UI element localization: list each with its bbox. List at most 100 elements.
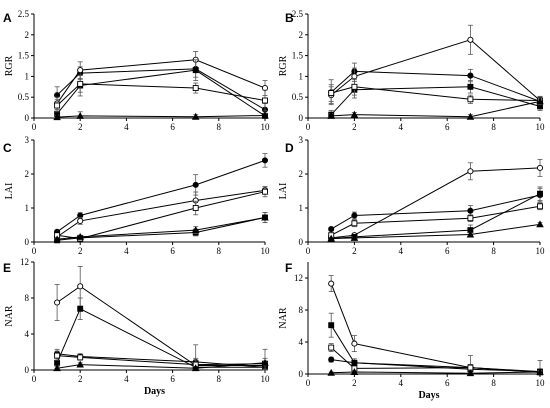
y-tick-label: 0.5 (292, 92, 304, 102)
series-line (331, 371, 541, 374)
x-tick-label: 10 (261, 122, 271, 132)
y-tick-label: 1 (25, 203, 30, 213)
data-point-filled-triangle (53, 364, 61, 372)
x-tick-label: 2 (352, 122, 357, 132)
series-line (330, 205, 541, 236)
data-point-filled-triangle (536, 97, 544, 105)
x-tick-label: 2 (78, 374, 83, 384)
x-tick-label: 10 (261, 246, 271, 256)
x-tick-label: 8 (217, 374, 222, 384)
panel-letter: F (285, 261, 292, 275)
y-tick-label: 12 (294, 273, 303, 283)
data-point-open-circle (77, 217, 84, 224)
series-open-circle (328, 24, 544, 106)
y-tick-label: 12 (20, 257, 29, 267)
y-tick-label: 0 (299, 369, 304, 379)
y-tick-label: 3 (299, 135, 304, 145)
y-axis-label: LAI (278, 183, 289, 200)
data-point-filled-triangle (466, 230, 475, 238)
series-line (56, 68, 266, 111)
data-point-open-circle (54, 299, 61, 306)
y-tick-label: 4 (299, 337, 304, 347)
y-tick-label: 1 (299, 203, 304, 213)
data-point-filled-square (351, 359, 358, 366)
x-tick-label: 6 (445, 378, 450, 388)
series-line (57, 115, 266, 118)
x-tick-label: 4 (399, 122, 404, 132)
data-point-open-circle (77, 283, 84, 290)
series-line (330, 39, 541, 101)
data-point-open-square (467, 215, 474, 222)
series-line (56, 159, 266, 233)
x-tick-label: 4 (124, 246, 129, 256)
panel-letter: B (285, 11, 294, 25)
series-line (56, 189, 266, 238)
data-point-filled-circle (351, 212, 358, 219)
data-point-filled-triangle (76, 232, 84, 240)
series-filled-circle (54, 153, 269, 235)
y-tick-label: 0 (299, 237, 304, 247)
y-tick-label: 1.5 (18, 51, 30, 61)
series-line (330, 86, 541, 116)
data-point-open-square (192, 85, 199, 91)
y-tick-label: 0.5 (18, 92, 30, 102)
data-point-filled-square (537, 190, 543, 197)
y-tick-label: 8 (299, 305, 304, 315)
data-point-filled-triangle (350, 368, 359, 375)
series-open-square (328, 78, 543, 106)
series-filled-square (54, 59, 268, 119)
series-line (330, 283, 541, 373)
series-line (330, 347, 541, 373)
y-axis-label: LAI (4, 183, 15, 200)
data-point-open-square (77, 354, 84, 361)
series-line (331, 100, 541, 118)
x-tick-label: 4 (399, 378, 404, 388)
data-point-filled-triangle (536, 368, 544, 375)
x-tick-label: 2 (352, 246, 357, 256)
series-line (57, 217, 266, 241)
data-point-open-square (77, 80, 84, 87)
x-tick-label: 0 (32, 122, 37, 132)
series-line (56, 308, 265, 368)
data-point-filled-triangle (327, 234, 335, 242)
data-point-filled-circle (328, 226, 335, 233)
series-filled-square (328, 312, 543, 375)
data-point-open-circle (328, 280, 335, 287)
series-filled-triangle (53, 111, 269, 121)
y-tick-label: 1.5 (292, 51, 304, 61)
y-tick-label: 2.5 (18, 9, 30, 19)
data-point-filled-triangle (350, 233, 359, 241)
data-point-open-circle (467, 168, 474, 175)
data-point-filled-triangle (76, 360, 84, 368)
data-point-open-square (328, 344, 335, 351)
panel-b: B RGR 0 0.5 1 1.5 2 2.5 0 2 4 6 8 10 (278, 9, 545, 132)
data-point-open-square (351, 83, 358, 90)
x-tick-label: 8 (217, 122, 222, 132)
series-filled-square (328, 80, 543, 119)
series-line (331, 193, 541, 240)
series-line (57, 191, 266, 240)
data-point-open-square (262, 97, 268, 104)
data-point-filled-square (328, 322, 335, 329)
data-point-open-square (192, 205, 199, 211)
series-filled-circle (328, 62, 544, 106)
x-tick-label: 0 (32, 246, 37, 256)
series-line (56, 83, 266, 106)
data-point-filled-triangle (466, 112, 475, 120)
x-tick-label: 6 (170, 122, 175, 132)
x-tick-label: 8 (491, 246, 496, 256)
y-tick-label: 2 (299, 30, 304, 40)
y-tick-label: 8 (25, 293, 30, 303)
series-filled-triangle (327, 220, 544, 242)
panel-f: F NAR 0 4 8 12 0 2 4 6 8 10 Days (278, 261, 545, 401)
series-line (331, 167, 541, 239)
y-tick-label: 2.5 (292, 9, 304, 19)
x-tick-label: 8 (491, 378, 496, 388)
series-line (330, 194, 541, 230)
series-filled-triangle (327, 368, 544, 377)
series-open-circle (54, 51, 269, 111)
data-point-filled-square (77, 305, 84, 312)
y-tick-label: 1 (25, 71, 30, 81)
x-tick-label: 0 (306, 122, 311, 132)
